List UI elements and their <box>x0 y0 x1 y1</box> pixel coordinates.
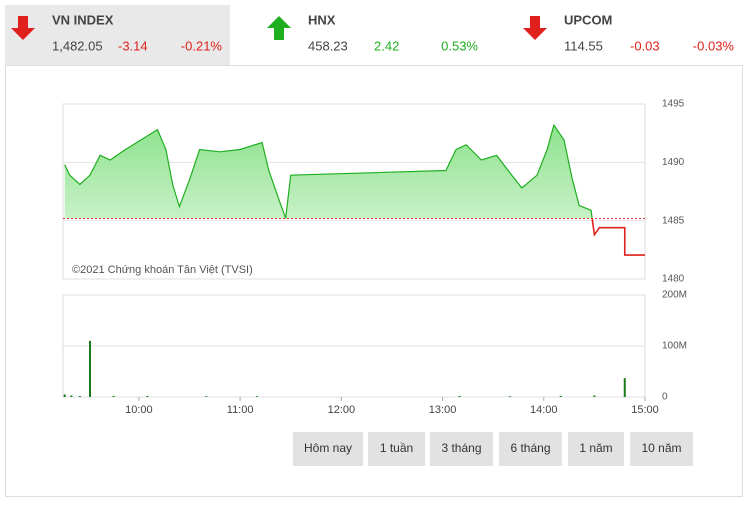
y-tick-label: 1490 <box>662 157 685 168</box>
bar <box>593 395 596 397</box>
bar <box>146 395 149 397</box>
ticker-change: 2.42 <box>374 38 399 53</box>
direction-arrow <box>523 16 547 40</box>
bar <box>63 394 66 397</box>
y-tick-label: 0 <box>662 392 668 403</box>
range-button-label[interactable]: 6 tháng <box>510 441 550 455</box>
ticker-change: -0.03 <box>630 38 660 53</box>
ticker-percent: -0.03% <box>693 38 735 53</box>
chart-frame <box>5 65 743 497</box>
y-tick-label: 1480 <box>662 274 685 285</box>
ticker-change: -3.14 <box>118 38 148 53</box>
bar <box>559 395 562 397</box>
direction-arrow <box>11 16 35 40</box>
bar <box>78 395 81 397</box>
ticker-name: VN INDEX <box>52 12 114 27</box>
y-tick-label: 100M <box>662 341 687 352</box>
x-tick-label: 12:00 <box>328 404 356 416</box>
bar <box>509 396 512 397</box>
x-tick-label: 14:00 <box>530 404 558 416</box>
ticker-name: HNX <box>308 12 336 27</box>
range-button-label[interactable]: 1 tuần <box>380 441 413 455</box>
bar <box>458 395 461 397</box>
range-button-label[interactable]: 3 tháng <box>441 441 481 455</box>
y-tick-label: 1485 <box>662 215 685 226</box>
range-button-label[interactable]: Hôm nay <box>304 441 352 455</box>
x-tick-label: 10:00 <box>125 404 153 416</box>
range-button[interactable] <box>499 432 562 466</box>
range-button[interactable] <box>568 432 624 466</box>
x-tick-label: 15:00 <box>631 404 659 416</box>
bar <box>70 395 73 397</box>
ticker-name: UPCOM <box>564 12 612 27</box>
bar <box>112 395 115 397</box>
y-tick-label: 1495 <box>662 99 685 110</box>
direction-arrow <box>267 16 291 40</box>
ticker-percent: -0.21% <box>181 38 223 53</box>
range-button[interactable] <box>368 432 425 466</box>
ticker-highlight <box>5 5 230 65</box>
y-tick-label: 200M <box>662 290 687 301</box>
range-button[interactable] <box>293 432 363 466</box>
area <box>64 125 593 219</box>
x-tick-label: 11:00 <box>227 404 254 416</box>
bar <box>88 340 91 397</box>
range-button[interactable] <box>430 432 493 466</box>
annotation: ©2021 Chứng khoán Tân Việt (TVSI) <box>72 264 253 276</box>
range-button-label[interactable]: 10 năm <box>641 441 681 455</box>
bar <box>256 396 258 397</box>
ticker-value: 1,482.05 <box>52 38 103 53</box>
bar <box>205 396 208 397</box>
x-tick-label: 13:00 <box>429 404 457 416</box>
ticker-value: 114.55 <box>564 38 603 53</box>
line-up <box>64 123 593 219</box>
range-button[interactable] <box>630 432 693 466</box>
range-button-label[interactable]: 1 năm <box>579 441 612 455</box>
ticker-percent: 0.53% <box>441 38 478 53</box>
ticker-value: 458.23 <box>308 38 348 53</box>
bar <box>623 378 626 397</box>
